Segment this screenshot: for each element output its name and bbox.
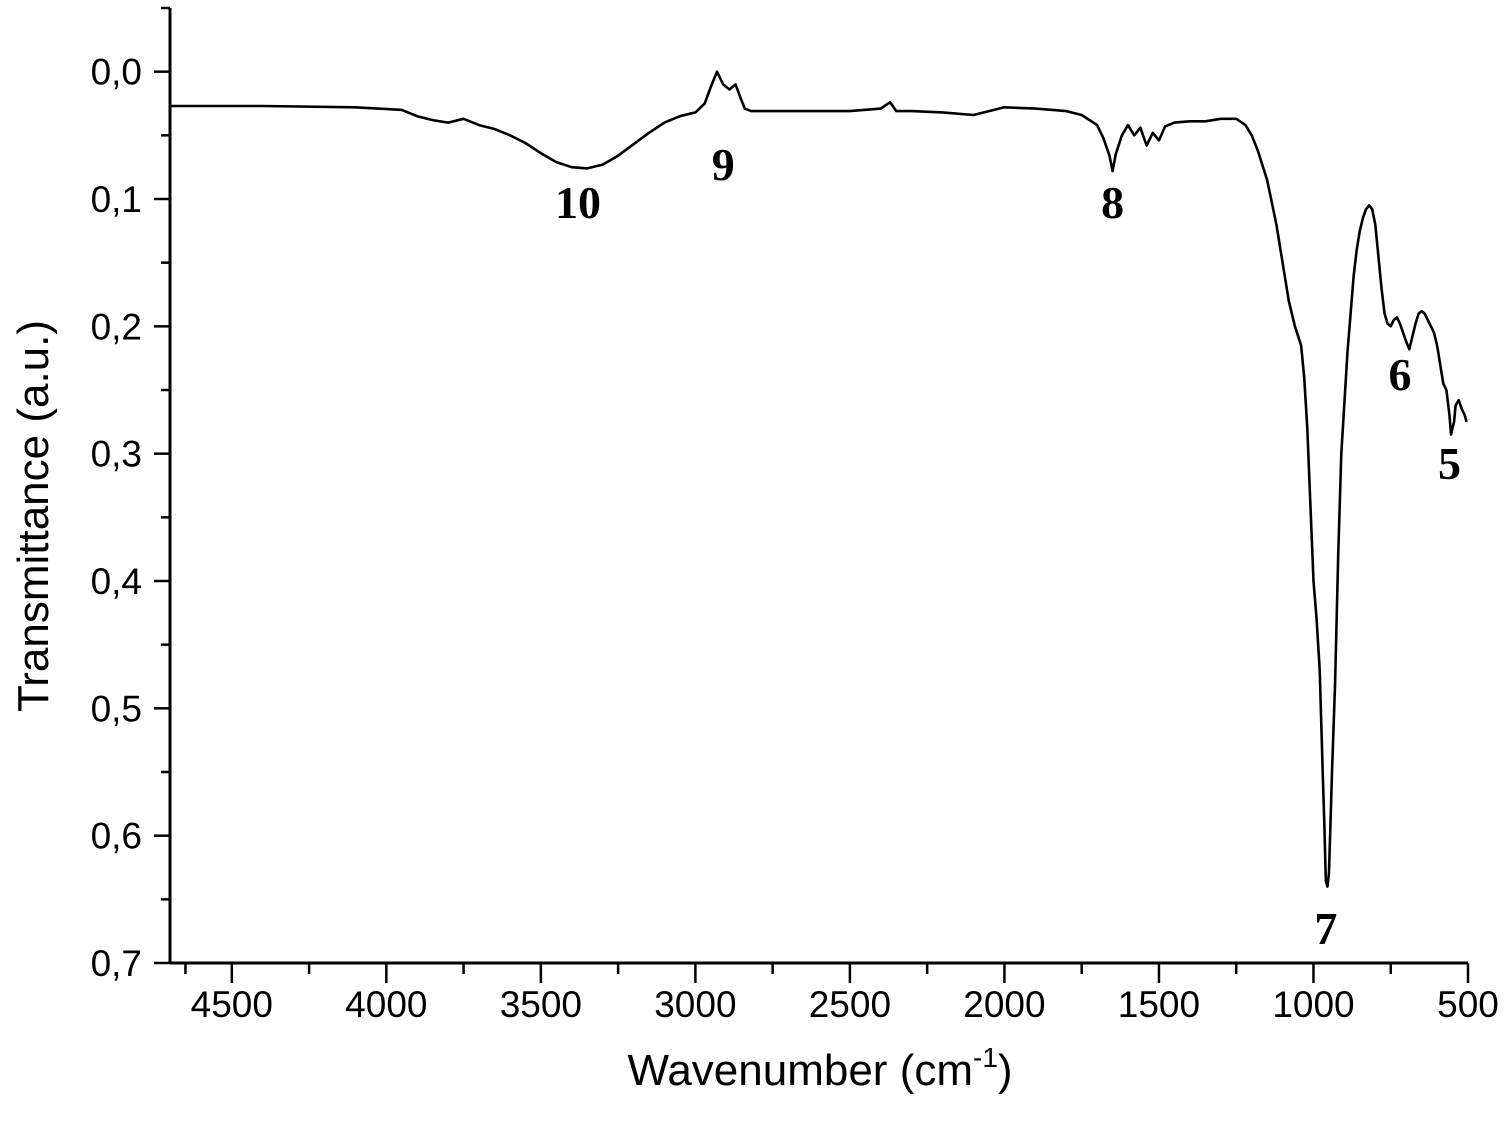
y-tick-label-3: 0,3 [91,434,142,475]
spectrum-line-0 [170,70,1468,888]
x-axis-label: Wavenumber (cm-1) [627,1042,1012,1095]
x-tick-label-3: 3000 [654,984,736,1025]
x-tick-label-8: 500 [1437,984,1499,1025]
x-tick-label-6: 1500 [1118,984,1200,1025]
y-axis-label: Transmittance (a.u.) [9,320,58,712]
x-tick-label-1: 4000 [345,984,427,1025]
x-tick-label-5: 2000 [963,984,1045,1025]
x-tick-label-0: 4500 [191,984,273,1025]
y-tick-label-2: 0,2 [91,306,142,347]
x-axis-label-main: Wavenumber (cm [627,1046,973,1095]
y-tick-label-4: 0,4 [91,561,142,602]
peak-label-8: 8 [1101,177,1124,228]
x-tick-label-2: 3500 [500,984,582,1025]
x-axis-label-sup: -1 [973,1042,998,1073]
plot-area [170,70,1468,888]
y-tick-label-0: 0,0 [91,52,142,93]
x-tick-label-7: 1000 [1272,984,1354,1025]
y-tick-label-1: 0,1 [91,179,142,220]
x-tick-label-4: 2500 [809,984,891,1025]
peak-label-9: 9 [712,139,735,190]
y-tick-label-5: 0,5 [91,688,142,729]
peak-label-7: 7 [1314,903,1337,954]
x-axis-label-suffix: ) [998,1046,1013,1095]
peak-label-10: 10 [555,177,601,228]
y-tick-label-7: 0,7 [91,943,142,984]
axes [168,8,1468,965]
peak-label-6: 6 [1389,349,1412,400]
annotations: 10 9 8 7 65 [555,139,1461,954]
y-tick-label-6: 0,6 [91,816,142,857]
peak-label-5: 5 [1438,438,1461,489]
ticks: 4500 4000 3500 3000 2500 2000 1500 1000 500 0,0 0,… [91,6,1499,1025]
